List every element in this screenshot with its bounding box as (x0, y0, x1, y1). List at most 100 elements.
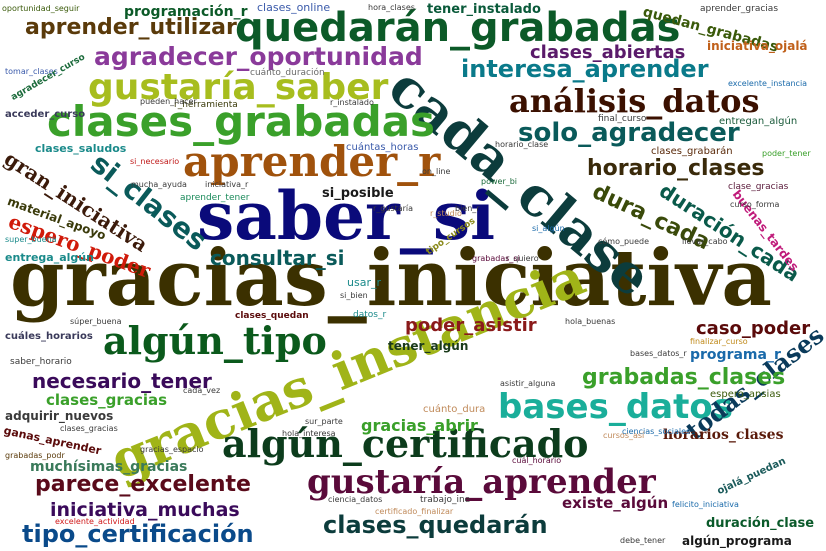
word: asistir_alguna (500, 379, 556, 388)
word: programación_r (124, 4, 248, 20)
word: felicito_iniciativa (672, 500, 739, 509)
word: cursos_así (603, 431, 645, 440)
word: grabadas_podr (5, 451, 65, 460)
word: entregan_algún (719, 116, 798, 127)
word: poder_asistir (405, 315, 537, 336)
word: horario_clase (495, 140, 549, 149)
word: duración_clase (706, 516, 815, 531)
word: poder_tener (762, 149, 811, 158)
word: iniciativa_r (205, 180, 249, 189)
word: gracias_abrir (361, 416, 478, 435)
word: ciencia_datos (328, 495, 383, 504)
word: clases_gracias (46, 391, 168, 409)
word: aprender_utilizar (25, 15, 237, 40)
word: mucha_ayuda (131, 180, 187, 189)
word: debe_tener (620, 536, 666, 545)
word: consultar_si (210, 246, 345, 270)
word: curso_forma (730, 200, 780, 209)
word: necesario_tener (32, 369, 212, 393)
word: power_bi (481, 177, 518, 186)
word: gustaría_saber (88, 67, 389, 108)
word: caso_poder (696, 318, 811, 339)
word: datos_r (353, 310, 387, 320)
word: aprender_gracias (700, 4, 779, 14)
word: clases_grabarán (651, 146, 733, 157)
word: hora_clases (368, 3, 415, 12)
word: r_instalado (330, 98, 374, 107)
word: si_algún (532, 224, 565, 233)
word: iniciativa_muchas (50, 499, 240, 521)
word: algún_programa (682, 534, 792, 548)
word: cuáles_horarios (5, 331, 93, 342)
word: r_studio (430, 209, 462, 218)
word: sur_parte (305, 417, 343, 426)
word: clases_saludos (35, 142, 127, 155)
word: saber_horario (10, 357, 72, 367)
word: súper_buena (70, 317, 122, 326)
word: cuánto_duración (250, 68, 325, 78)
word: finalizar_curso (690, 337, 748, 346)
word: espero_ansias (710, 389, 781, 400)
word: acceder_curso (5, 109, 86, 120)
word: clases_quedarán (323, 511, 548, 539)
word: algún_tipo (103, 318, 327, 363)
word: bases_datos_r (630, 349, 687, 358)
word: llevar_cabo (682, 237, 728, 246)
word: clases_gracias (60, 424, 118, 433)
word: iniciativa_ojalá (707, 39, 808, 53)
word: clases_quedan (235, 311, 309, 321)
word: muchísimas_gracias (30, 459, 188, 475)
word: r_quiero (506, 254, 539, 263)
word: excelente_actividad (55, 517, 135, 526)
word: algún_certificado (222, 421, 589, 466)
word: clases_abiertas (530, 42, 686, 63)
word: oportunidad_seguir (2, 4, 80, 13)
word: ojalá_puedan (715, 455, 788, 498)
word: tener_instalado (427, 2, 541, 17)
word: parece_excelente (35, 472, 251, 497)
word: bien_r (455, 204, 480, 213)
word: final_curso (598, 114, 647, 124)
word: programa_r (690, 347, 781, 363)
word: on_line (422, 167, 451, 176)
word: horario_clases (587, 156, 765, 181)
word: ciencias_sociales (622, 427, 691, 436)
word: si_necesario (130, 157, 180, 166)
word: pueden_hacer (140, 97, 197, 106)
word: clase_gracias (728, 182, 789, 192)
word: cuántas_horas (346, 142, 419, 153)
word: hola_buenas (565, 317, 616, 326)
word: agradecer_curso (9, 52, 87, 103)
word: análisis_datos (509, 82, 760, 120)
word: entrega_algún (5, 251, 94, 264)
word: gracias_iniciativa (10, 233, 772, 324)
word: solo_agradecer (518, 118, 740, 148)
word: tipo_certificación (22, 520, 254, 548)
word: bases_datos (498, 387, 733, 427)
word: clases_grabadas (47, 97, 436, 146)
word: si_bien (340, 291, 368, 300)
word: saber_si (197, 177, 496, 255)
word: aprender_tener (180, 193, 250, 203)
word: r_herramienta (174, 100, 238, 110)
word: quedarán_grabadas (235, 5, 681, 51)
word: si_posible (322, 186, 394, 201)
word: tomar_clases (5, 67, 58, 76)
word: clases_online (257, 1, 331, 14)
word: super_buena (5, 235, 57, 244)
word: horarios_clases (663, 427, 784, 443)
word: cuánto_dura (423, 404, 486, 415)
word: agradecer_oportunidad (94, 42, 423, 71)
word: grabadas_clases (582, 365, 786, 390)
word: cada_vez (183, 386, 221, 395)
word: hola_interesa (282, 429, 336, 438)
word: cómo_puede (598, 237, 650, 246)
word: excelente_instancia (728, 79, 808, 88)
word: tener_algún (388, 339, 469, 353)
word: gracias_espacio (140, 445, 204, 454)
word: adquirir_nuevos (5, 409, 114, 423)
word: certificado_finalizar (375, 507, 454, 516)
word: grabadas_si (472, 254, 520, 263)
word: cuál_horario (512, 456, 562, 465)
